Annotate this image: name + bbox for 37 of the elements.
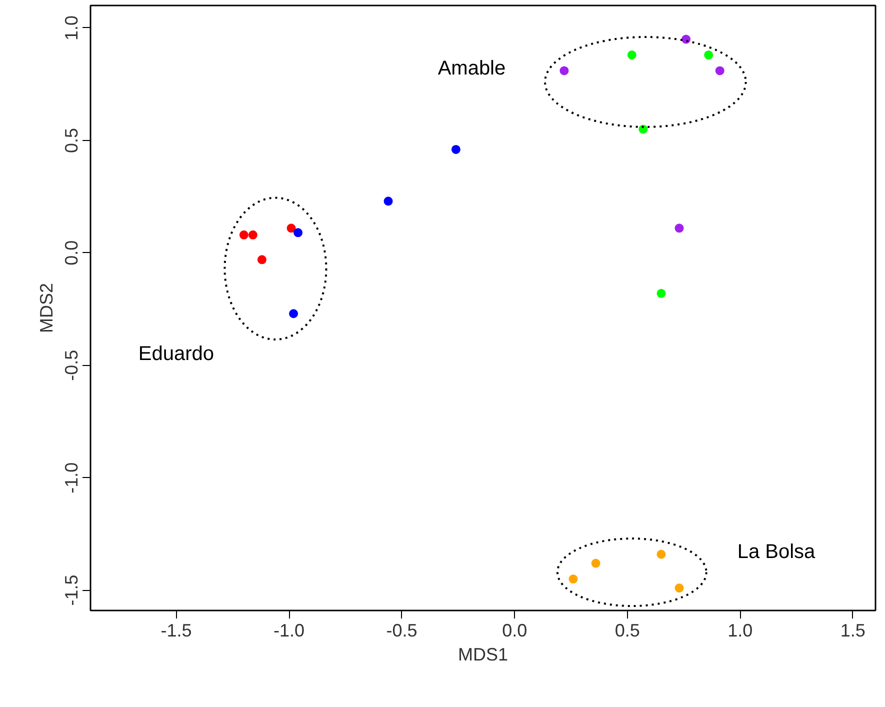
point [627,50,636,60]
x-axis-title: MDS1 [458,644,508,664]
point [294,228,303,238]
x-tick-label: 1.0 [728,620,753,640]
y-tick-label: 0.5 [62,128,82,153]
point [704,50,714,60]
point [568,574,578,584]
y-axis-title: MDS2 [36,282,56,334]
point [384,196,393,206]
y-tick-label: -1.0 [62,462,82,494]
x-tick-label: 1.5 [840,620,866,640]
point [656,550,666,559]
point [451,144,460,154]
point [674,224,684,233]
point [286,224,296,233]
point [257,255,266,264]
point [715,66,724,76]
point [674,584,684,592]
x-tick-label: -1.5 [160,620,192,640]
annotation: La Bolsa [737,541,816,564]
x-tick-label: -0.5 [386,620,418,640]
point [239,230,248,240]
x-tick-label: 0.0 [502,620,528,640]
annotation: Amable [438,57,506,80]
point [656,288,666,298]
point [248,230,258,240]
point [591,558,600,568]
y-tick-label: -1.5 [62,574,82,606]
y-tick-label: 1.0 [62,15,82,40]
x-tick-label: 0.5 [614,620,640,640]
x-tick-label: -1.0 [273,620,305,640]
y-tick-label: 0.0 [62,240,82,266]
y-tick-label: -0.5 [62,350,82,381]
point [289,309,298,318]
annotation: Eduardo [138,343,214,366]
point [638,124,648,134]
point [560,66,569,76]
